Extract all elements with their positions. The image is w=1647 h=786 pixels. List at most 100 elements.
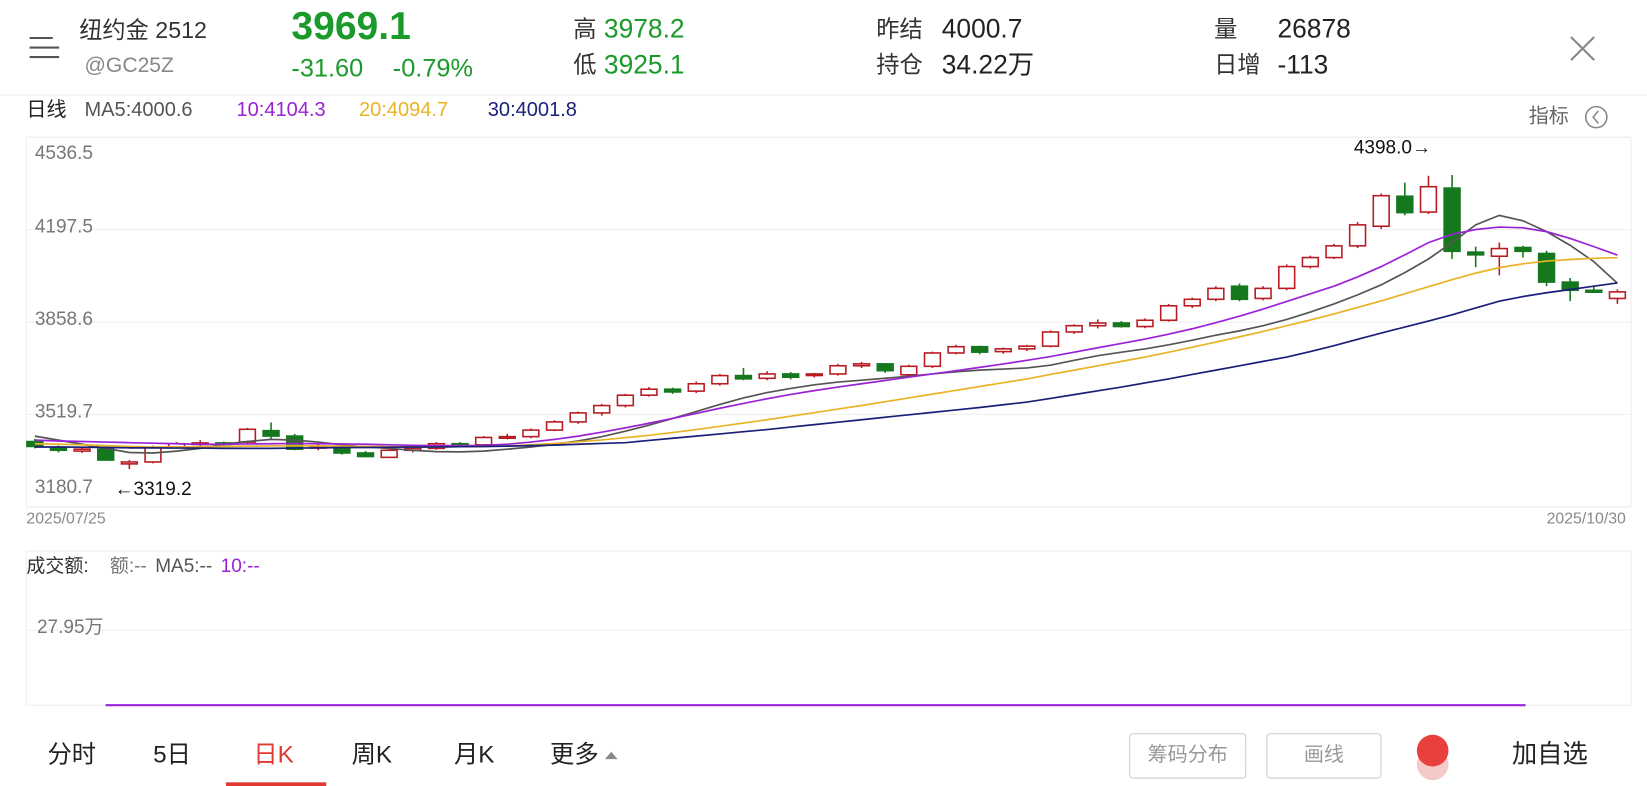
candle-body	[852, 363, 871, 367]
instrument-title: 纽约金 2512	[79, 17, 207, 43]
candle-body	[829, 364, 847, 375]
candle-body	[1325, 245, 1343, 259]
candle-body	[1230, 285, 1249, 301]
stat-value: 3978.2	[604, 14, 685, 44]
candle-body	[1608, 291, 1627, 300]
candle-body	[1018, 345, 1036, 350]
candle-body	[238, 428, 257, 443]
legend-entry: 30:4001.8	[488, 99, 577, 121]
candle-body	[1396, 195, 1414, 214]
candle-body	[1278, 265, 1296, 290]
candle-body	[734, 374, 753, 380]
legend-entry: 10:4104.3	[237, 99, 326, 121]
candle-body	[640, 388, 658, 396]
ma-line	[34, 214, 1618, 454]
candle-body	[1490, 247, 1509, 258]
legend-entry: 20:4094.7	[359, 99, 448, 121]
candle-body	[1207, 287, 1225, 301]
candle-body	[923, 352, 942, 368]
candle-body	[687, 382, 705, 392]
candle-body	[569, 412, 587, 423]
tool-button[interactable]: 筹码分布	[1148, 743, 1228, 766]
stat-label: 日增	[1214, 52, 1260, 78]
y-tick-label: 4197.5	[35, 217, 93, 238]
volume-legend: MA5:--	[155, 556, 212, 577]
menu-icon[interactable]	[29, 36, 60, 59]
candle-body	[1585, 289, 1603, 293]
indicator-button[interactable]: 指标	[1529, 104, 1569, 127]
candle-body	[876, 363, 894, 372]
price-change-pct: -0.79%	[393, 54, 473, 82]
stat-value: -113	[1277, 49, 1328, 79]
candle-body	[97, 448, 115, 461]
tool-button[interactable]: 画线	[1304, 743, 1344, 766]
candle-body	[380, 449, 398, 459]
stat-value: 4000.7	[942, 14, 1023, 44]
ma-line	[34, 256, 1618, 448]
candle-body	[73, 448, 91, 452]
candle-body	[120, 461, 139, 465]
candle-body	[781, 373, 800, 379]
tab[interactable]: 月K	[454, 741, 494, 768]
volume-label: 成交额:	[26, 555, 88, 577]
candle-body	[144, 446, 162, 463]
y-tick-label: 3858.6	[35, 309, 93, 330]
chip-button-frame[interactable]	[1129, 733, 1247, 779]
candle-body	[1419, 185, 1438, 213]
y-tick-label: 3180.7	[35, 477, 93, 498]
stat-label: 高	[573, 16, 596, 42]
tab[interactable]: 分时	[48, 741, 97, 768]
candle-body	[545, 421, 564, 431]
candle-body	[49, 446, 68, 452]
min-annotation: ←3319.2	[115, 479, 192, 500]
add-watchlist[interactable]: 加自选	[1512, 741, 1588, 769]
candle-body	[1065, 324, 1083, 333]
tab[interactable]: 更多	[550, 741, 599, 768]
candle-body	[522, 429, 540, 438]
candle-body	[262, 429, 280, 437]
volume-legend: 10:--	[221, 556, 260, 577]
volume-legend: 额:--	[110, 555, 147, 577]
instrument-code: @GC25Z	[84, 54, 174, 77]
tab[interactable]: 5日	[153, 741, 191, 768]
alert-button[interactable]	[1416, 734, 1449, 767]
candle-body	[805, 373, 824, 377]
legend-entry: MA5:4000.6	[84, 99, 192, 121]
period-label: 日线	[26, 98, 66, 121]
indicator-icon[interactable]	[1584, 105, 1608, 129]
x-tick-label: 2025/07/25	[26, 511, 105, 528]
ma-line	[34, 282, 1618, 450]
tab[interactable]: 周K	[352, 741, 392, 768]
close-button[interactable]	[1570, 36, 1595, 61]
stat-value: 26878	[1277, 14, 1350, 44]
candle-body	[616, 394, 635, 407]
candle-body	[1183, 298, 1201, 307]
candle-body	[947, 345, 965, 354]
candle-body	[970, 345, 989, 353]
max-annotation: 4398.0→	[1354, 138, 1431, 159]
candle-body	[1537, 252, 1556, 283]
stat-value: 34.22万	[942, 49, 1034, 79]
stat-label: 昨结	[876, 16, 922, 42]
candle-body	[994, 348, 1013, 353]
y-tick-label: 3519.7	[35, 401, 93, 422]
stat-label: 量	[1214, 16, 1237, 42]
candle-body	[1112, 322, 1131, 328]
tab[interactable]: 日K	[253, 741, 293, 768]
draw-button-frame[interactable]	[1266, 733, 1382, 779]
stat-label: 持仓	[876, 52, 922, 78]
candle-body	[1159, 305, 1178, 322]
candle-body	[1372, 194, 1390, 228]
volume-tick-label: 27.95万	[37, 617, 104, 638]
candle-body	[663, 388, 682, 393]
x-tick-label: 2025/10/30	[1547, 511, 1626, 528]
ma-line	[34, 226, 1618, 447]
last-price: 3969.1	[291, 5, 410, 48]
candle-body	[356, 452, 375, 458]
stat-label: 低	[573, 52, 596, 78]
candle-body	[1514, 246, 1532, 253]
candle-body	[1136, 319, 1154, 328]
candle-body	[1089, 322, 1107, 327]
